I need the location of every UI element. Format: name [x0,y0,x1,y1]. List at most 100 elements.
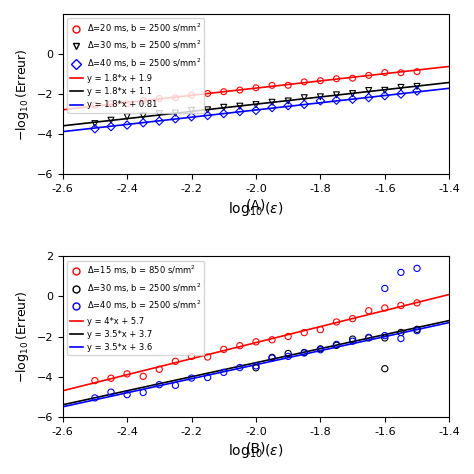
Point [172,382,179,389]
X-axis label: $\log_{10}(\varepsilon)$: $\log_{10}(\varepsilon)$ [228,200,283,218]
Point [268,99,276,106]
Point [107,100,115,108]
Y-axis label: $-\log_{10}(\mathrm{Erreur})$: $-\log_{10}(\mathrm{Erreur})$ [14,48,31,140]
Point [365,307,373,315]
Point [220,88,228,95]
Point [252,84,260,91]
Text: (A): (A) [246,199,266,213]
Point [284,82,292,89]
Point [220,110,228,118]
Point [236,86,244,94]
Point [397,302,405,310]
Point [317,77,324,84]
Point [139,373,147,380]
Point [284,97,292,105]
Point [397,69,405,76]
Point [284,353,292,360]
Point [284,333,292,340]
Point [381,365,389,373]
Point [155,95,163,102]
Point [123,100,131,108]
Point [236,342,244,349]
Point [252,101,260,109]
Point [381,69,389,76]
Point [333,341,340,349]
Point [91,120,99,128]
Point [413,326,421,333]
Point [123,121,131,129]
Point [365,72,373,79]
Point [268,104,276,111]
Text: (B): (B) [246,441,266,455]
Point [381,334,389,342]
Point [268,336,276,344]
Point [301,349,308,357]
Point [317,97,324,105]
Legend: $\Delta$=15 ms, b = 850 s/mm$^2$, $\Delta$=30 ms, b = 2500 s/mm$^2$, $\Delta$=40: $\Delta$=15 ms, b = 850 s/mm$^2$, $\Delt… [67,261,204,355]
Point [155,365,163,373]
Point [413,299,421,307]
Point [365,87,373,94]
Point [252,338,260,346]
Point [107,123,115,130]
Point [284,102,292,109]
Point [188,353,195,360]
Point [365,94,373,101]
Point [349,335,356,343]
Point [204,353,211,361]
Point [349,74,356,82]
Point [204,374,211,381]
Point [381,332,389,339]
Point [381,92,389,100]
Point [317,93,324,100]
Point [172,94,179,101]
Point [365,334,373,341]
Point [381,87,389,94]
Point [397,83,405,91]
Point [397,335,405,342]
Point [268,354,276,361]
Point [381,304,389,312]
Point [301,349,308,356]
Point [333,341,340,348]
Point [220,103,228,111]
Point [301,78,308,86]
Point [236,108,244,115]
Point [123,370,131,378]
Point [91,394,99,401]
Point [155,110,163,118]
Point [413,327,421,335]
Point [220,346,228,353]
Point [317,346,324,354]
Point [236,102,244,110]
Point [397,328,405,336]
Point [333,75,340,82]
Point [91,125,99,133]
Point [123,113,131,120]
Point [333,91,340,99]
Point [252,107,260,114]
Point [317,345,324,353]
Point [252,362,260,370]
Point [236,364,244,371]
Point [139,112,147,119]
Point [91,377,99,384]
Point [188,374,195,382]
Point [349,315,356,322]
Point [333,96,340,104]
Point [365,334,373,342]
Point [107,374,115,382]
Point [139,389,147,396]
Point [349,337,356,345]
Point [220,369,228,376]
Point [188,107,195,114]
Point [107,388,115,396]
Legend: $\Delta$=20 ms, b = 2500 s/mm$^2$, $\Delta$=30 ms, b = 2500 s/mm$^2$, $\Delta$=4: $\Delta$=20 ms, b = 2500 s/mm$^2$, $\Del… [67,18,204,113]
Point [172,109,179,117]
Point [349,95,356,103]
Point [155,117,163,125]
Point [155,381,163,389]
Point [252,364,260,372]
Point [397,91,405,98]
Point [268,354,276,362]
